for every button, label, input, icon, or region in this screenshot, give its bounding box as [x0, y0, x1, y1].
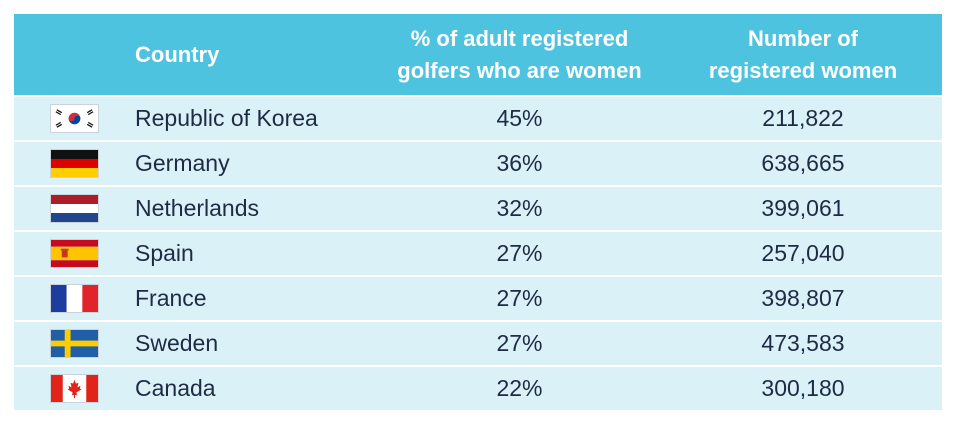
header-pct-line-1: % of adult registered: [410, 25, 629, 51]
country-cell: Netherlands: [135, 195, 260, 221]
sweden-flag-icon: [50, 329, 99, 358]
table-row: France 27% 398,807: [14, 277, 942, 320]
header-pct-line-2: golfers who are women: [397, 57, 642, 83]
num-cell: 399,061: [761, 195, 845, 221]
table-row: Germany 36% 638,665: [14, 142, 942, 185]
country-cell: France: [135, 285, 207, 311]
num-cell: 211,822: [762, 105, 844, 131]
pct-cell: 36%: [496, 150, 543, 176]
country-cell: Germany: [135, 150, 230, 176]
golfers-table: Country % of adult registered golfers wh…: [14, 14, 942, 410]
country-cell: Canada: [135, 375, 216, 401]
pct-cell: 45%: [496, 105, 543, 131]
num-cell: 638,665: [761, 150, 845, 176]
table-row: Republic of Korea 45% 211,822: [14, 97, 942, 140]
header-num-line-2: registered women: [708, 57, 898, 83]
canada-flag-icon: [50, 374, 99, 403]
pct-cell: 22%: [496, 375, 543, 401]
table-row: Canada 22% 300,180: [14, 367, 942, 410]
num-cell: 398,807: [761, 285, 845, 311]
pct-cell: 27%: [496, 330, 543, 356]
pct-cell: 27%: [496, 285, 543, 311]
pct-cell: 32%: [496, 195, 543, 221]
south-korea-flag-icon: [50, 104, 99, 133]
num-cell: 473,583: [761, 330, 845, 356]
country-cell: Sweden: [135, 330, 219, 356]
pct-cell: 27%: [496, 240, 543, 266]
table-header: Country % of adult registered golfers wh…: [14, 14, 942, 95]
spain-flag-icon: [50, 239, 99, 268]
header-num-line-1: Number of: [748, 25, 858, 51]
table-row: Sweden 27% 473,583: [14, 322, 942, 365]
country-cell: Spain: [135, 240, 194, 266]
header-num: Number of registered women: [664, 23, 942, 87]
header-pct: % of adult registered golfers who are wo…: [375, 23, 664, 87]
header-country: Country: [135, 41, 220, 67]
germany-flag-icon: [50, 149, 99, 178]
num-cell: 257,040: [761, 240, 845, 266]
netherlands-flag-icon: [50, 194, 99, 223]
table-row: Spain 27% 257,040: [14, 232, 942, 275]
num-cell: 300,180: [761, 375, 845, 401]
france-flag-icon: [50, 284, 99, 313]
country-cell: Republic of Korea: [135, 105, 318, 131]
table-row: Netherlands 32% 399,061: [14, 187, 942, 230]
